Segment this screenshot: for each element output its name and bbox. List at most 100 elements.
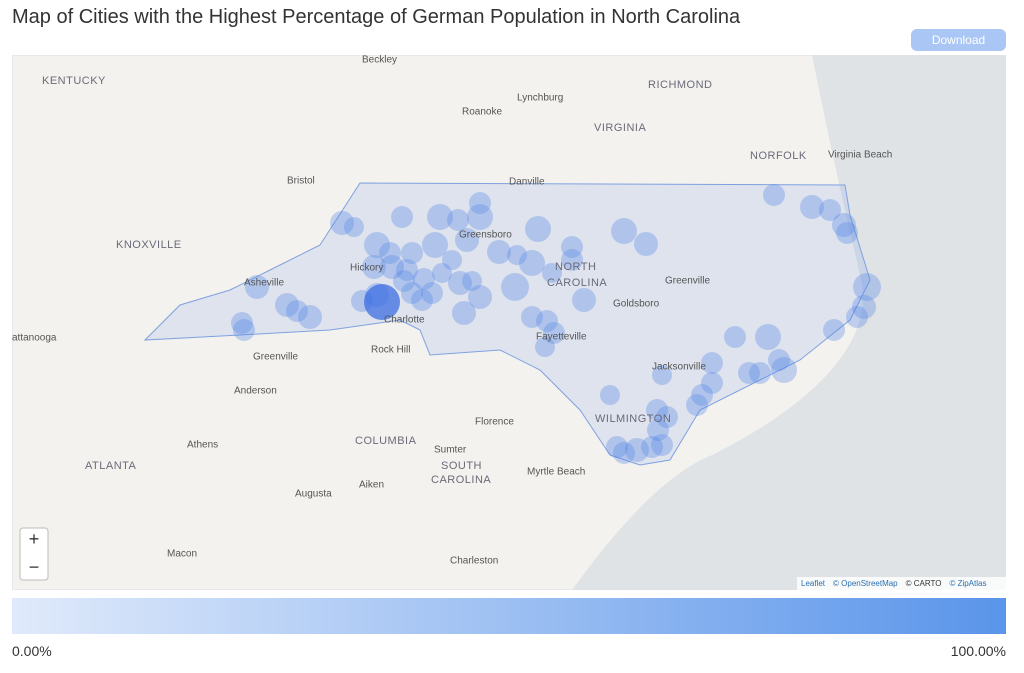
city-bubble — [701, 372, 723, 394]
city-bubble — [613, 442, 635, 464]
city-bubble — [652, 365, 672, 385]
download-button[interactable]: Download — [911, 29, 1006, 51]
attribution-item: © CARTO — [906, 579, 942, 588]
region-label: VIRGINIA — [594, 122, 646, 134]
legend-max: 100.00% — [950, 643, 1006, 659]
city-bubble — [646, 399, 668, 421]
city-bubble — [401, 242, 423, 264]
city-bubble — [691, 384, 713, 406]
city-bubble — [362, 255, 386, 279]
city-bubble — [846, 306, 868, 328]
city-bubble — [364, 232, 390, 258]
city-bubble — [651, 434, 673, 456]
city-label: Greensboro — [459, 230, 512, 241]
city-bubble — [396, 259, 418, 281]
city-label: Myrtle Beach — [527, 467, 585, 478]
city-bubble — [427, 204, 453, 230]
city-bubble — [625, 438, 649, 462]
city-bubble — [600, 385, 620, 405]
city-label: Augusta — [295, 489, 332, 500]
city-bubble — [647, 419, 669, 441]
city-bubble — [442, 250, 462, 270]
city-bubble — [344, 217, 364, 237]
city-bubble — [771, 357, 797, 383]
city-bubble — [561, 236, 583, 258]
city-label: Fayetteville — [536, 332, 587, 343]
region-label: NORTH — [555, 261, 596, 273]
city-bubble — [853, 273, 881, 301]
city-bubble — [364, 284, 400, 320]
city-label: Greenville — [253, 352, 298, 363]
region-label: COLUMBIA — [355, 435, 417, 447]
city-bubble — [749, 362, 771, 384]
city-bubble — [561, 249, 583, 271]
city-bubble — [452, 301, 476, 325]
city-bubble — [233, 319, 255, 341]
city-bubble — [447, 209, 469, 231]
city-label: Virginia Beach — [828, 150, 892, 161]
zoom-in[interactable]: + — [29, 529, 40, 549]
city-bubble — [448, 271, 472, 295]
legend-min: 0.00% — [12, 643, 52, 659]
zoom-out[interactable]: − — [29, 557, 40, 577]
region-label: WILMINGTON — [595, 413, 671, 425]
city-label: Sumter — [434, 445, 467, 456]
city-bubble — [275, 293, 299, 317]
city-bubble — [819, 199, 841, 221]
city-bubble — [611, 218, 637, 244]
region-label: KENTUCKY — [42, 75, 106, 87]
city-label: Hickory — [350, 263, 383, 274]
city-bubble — [422, 232, 448, 258]
attribution-item: © OpenStreetMap — [833, 579, 898, 588]
city-bubble — [468, 285, 492, 309]
city-label: Asheville — [244, 278, 284, 289]
region-label: KNOXVILLE — [116, 239, 182, 251]
city-bubble — [656, 406, 678, 428]
city-bubble — [519, 250, 545, 276]
city-label: Athens — [187, 440, 218, 451]
city-bubble — [231, 312, 253, 334]
city-bubble — [535, 337, 555, 357]
city-bubble — [501, 273, 529, 301]
city-label: Jacksonville — [652, 362, 706, 373]
city-label: Roanoke — [462, 107, 502, 118]
region-label: SOUTH — [441, 460, 482, 472]
map: Beckley KENTUCKY Lynchburg RICHMOND Roanoke V… — [12, 55, 1006, 590]
city-bubble — [641, 436, 663, 458]
city-bubble — [738, 362, 760, 384]
city-label: attanooga — [12, 333, 57, 344]
ocean — [572, 55, 1006, 590]
city-bubble — [413, 268, 435, 290]
attribution-item: Leaflet — [801, 579, 826, 588]
city-bubble — [467, 204, 493, 230]
city-bubble — [823, 319, 845, 341]
city-bubble — [462, 271, 482, 291]
city-label: Lynchburg — [517, 93, 563, 104]
city-label: Goldsboro — [613, 299, 660, 310]
city-bubble — [852, 295, 876, 319]
city-bubble — [507, 245, 527, 265]
city-label: Anderson — [234, 386, 277, 397]
city-bubble — [487, 240, 511, 264]
city-bubble — [832, 213, 856, 237]
city-bubble — [542, 263, 562, 283]
city-bubble — [755, 324, 781, 350]
city-bubble — [763, 184, 785, 206]
city-bubble — [421, 282, 443, 304]
legend-gradient — [12, 598, 1006, 634]
city-label: Beckley — [362, 55, 397, 66]
city-label: Florence — [475, 417, 514, 428]
city-label: Macon — [167, 549, 197, 560]
region-label: RICHMOND — [648, 79, 713, 91]
city-bubble — [380, 255, 404, 279]
region-label: CAROLINA — [547, 277, 607, 289]
region-label: CAROLINA — [431, 474, 491, 486]
city-label: Rock Hill — [371, 345, 410, 356]
city-bubble — [686, 394, 708, 416]
city-bubble — [411, 289, 433, 311]
city-label: Charlotte — [384, 315, 425, 326]
city-bubble — [701, 352, 723, 374]
city-bubble — [606, 436, 628, 458]
city-bubble — [768, 349, 790, 371]
city-bubble — [469, 192, 491, 214]
